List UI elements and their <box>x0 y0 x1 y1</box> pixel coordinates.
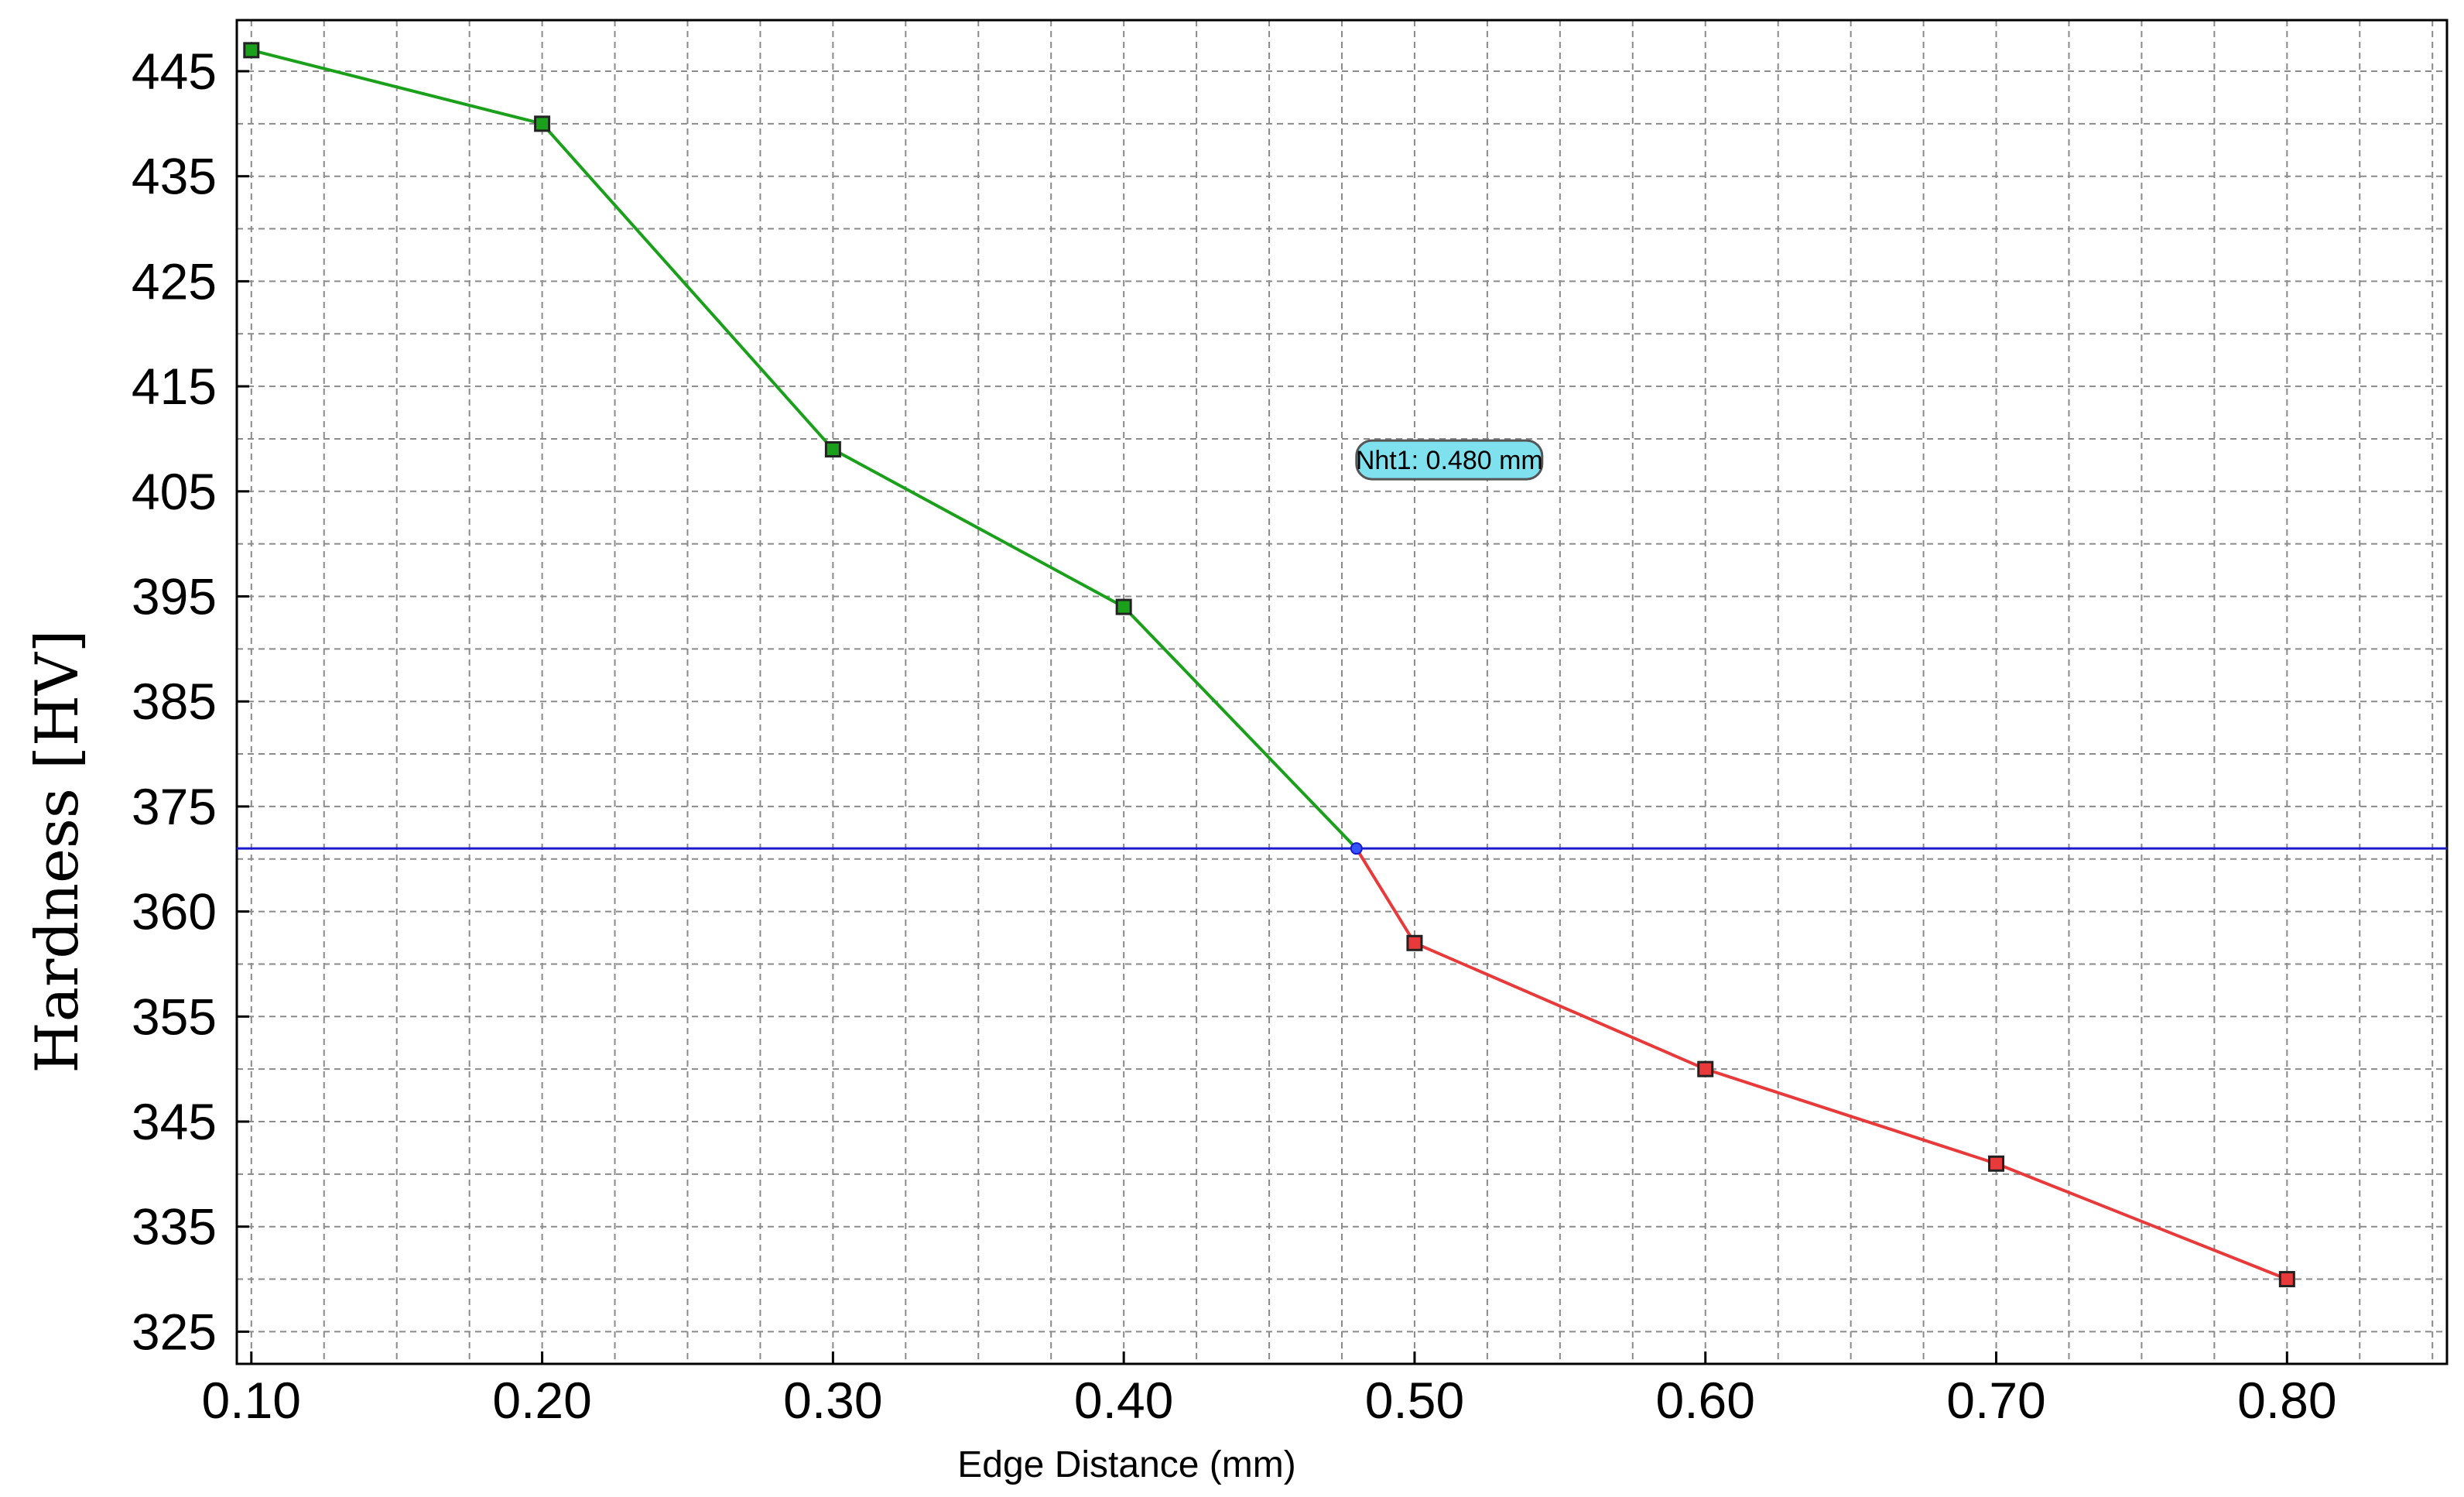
plot-frame <box>235 19 2449 1365</box>
y-tick-label: 435 <box>132 148 217 205</box>
y-tick-label: 415 <box>132 358 217 415</box>
x-tick-label: 0.70 <box>1946 1372 2045 1429</box>
y-tick-label: 445 <box>132 43 217 100</box>
y-tick-label: 345 <box>132 1093 217 1150</box>
y-tick-label: 335 <box>132 1198 217 1255</box>
y-axis-label: Hardness [HV] <box>22 629 91 1073</box>
x-axis-label: Edge Distance (mm) <box>957 1444 1295 1485</box>
y-tick-label: 375 <box>132 778 217 835</box>
y-axis-ticks: 325 335 345 355 360 375 385 395 405 415 425 435 445 <box>132 43 249 1360</box>
x-tick-label: 0.80 <box>2237 1372 2336 1429</box>
annotation-text: Nht1: 0.480 mm <box>1356 446 1543 475</box>
x-tick-label: 0.50 <box>1365 1372 1464 1429</box>
x-tick-label: 0.20 <box>492 1372 591 1429</box>
markers <box>243 42 2295 1288</box>
x-tick-label: 0.60 <box>1656 1372 1755 1429</box>
x-axis-ticks: 0.10 0.20 0.30 0.40 0.50 0.60 0.70 0.80 <box>202 1351 2337 1429</box>
annotation-box <box>1355 439 1544 481</box>
y-tick-label: 395 <box>132 568 217 625</box>
data-point-marker <box>1115 598 1132 615</box>
intersection-point <box>1350 842 1363 855</box>
grid <box>237 20 2447 1364</box>
y-tick-label: 385 <box>132 673 217 730</box>
y-tick-label: 425 <box>132 252 217 310</box>
x-tick-label: 0.30 <box>783 1372 882 1429</box>
x-tick-label: 0.10 <box>202 1372 301 1429</box>
data-point-marker <box>1697 1060 1714 1077</box>
data-point-marker <box>243 42 260 59</box>
data-point-marker <box>824 441 841 458</box>
y-tick-label: 405 <box>132 463 217 520</box>
data-point-marker <box>1406 934 1423 951</box>
y-tick-label: 360 <box>132 883 217 940</box>
data-point-marker <box>1988 1155 2005 1172</box>
y-tick-label: 355 <box>132 988 217 1045</box>
x-tick-label: 0.40 <box>1074 1372 1173 1429</box>
data-point-marker <box>534 115 551 132</box>
y-tick-label: 325 <box>132 1303 217 1360</box>
data-point-marker <box>2278 1271 2295 1288</box>
annotation-label: Nht1: 0.480 mm <box>1355 439 1544 481</box>
